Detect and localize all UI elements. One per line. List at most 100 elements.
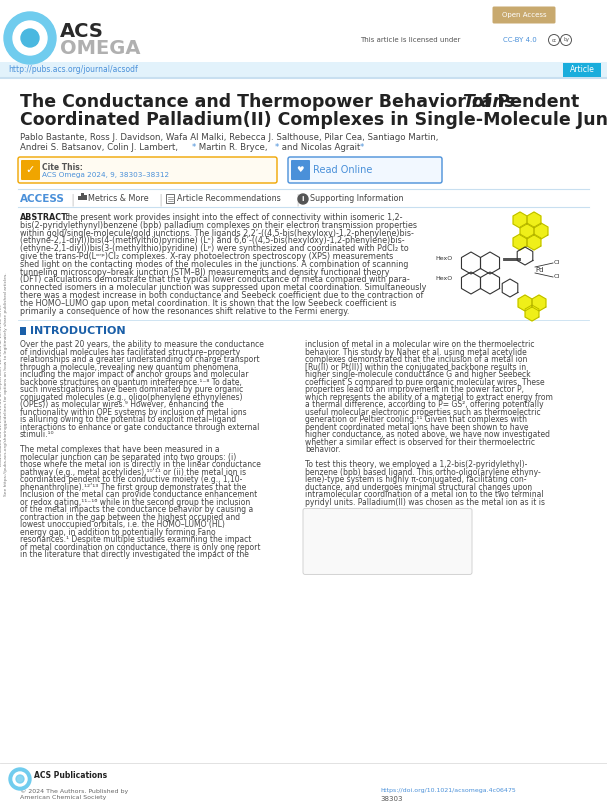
Text: Published:: Published:: [313, 557, 359, 566]
Text: OMEGA: OMEGA: [60, 39, 140, 58]
Text: primarily a consequence of how the resonances shift relative to the Fermi energy: primarily a consequence of how the reson…: [20, 307, 350, 316]
Text: August 8, 2024: August 8, 2024: [357, 531, 415, 541]
Text: useful molecular electronic properties such as thermoelectric: useful molecular electronic properties s…: [305, 408, 541, 417]
FancyBboxPatch shape: [0, 0, 607, 78]
Text: molecular junction can be separated into two groups: (i): molecular junction can be separated into…: [20, 453, 236, 462]
Text: pyridyl units. Palladium(II) was chosen as the metal ion as it is: pyridyl units. Palladium(II) was chosen …: [305, 498, 545, 507]
Text: in the literature that directly investigated the impact of the: in the literature that directly investig…: [20, 550, 249, 559]
FancyBboxPatch shape: [563, 63, 601, 77]
Text: 38303: 38303: [380, 796, 402, 801]
Text: Read Online: Read Online: [313, 165, 372, 175]
Text: intramolecular coordination of a metal ion to the two terminal: intramolecular coordination of a metal i…: [305, 490, 544, 499]
Text: August 21, 2024: August 21, 2024: [357, 545, 420, 553]
Text: bis(2-pyridylethynyl)benzene (bpb) palladium complexes on their electron transmi: bis(2-pyridylethynyl)benzene (bpb) palla…: [20, 221, 417, 230]
Text: (ethyne-2,1-diyl))bis(3-(methylthio)pyridine) (Lᵖ) were synthesized and coordina: (ethyne-2,1-diyl))bis(3-(methylthio)pyri…: [20, 244, 409, 253]
Text: Metrics & More: Metrics & More: [88, 194, 149, 203]
Text: which represents the ability of a material to extract energy from: which represents the ability of a materi…: [305, 393, 553, 402]
FancyBboxPatch shape: [492, 6, 555, 23]
Text: Downloaded via 81.154.213.46 on September 18, 2024 at 13:51:24 (UTC).
See https:: Downloaded via 81.154.213.46 on Septembe…: [0, 272, 8, 497]
Text: of the metal impacts the conductance behavior by causing a: of the metal impacts the conductance beh…: [20, 505, 253, 514]
Polygon shape: [527, 234, 541, 250]
Text: contraction in the gap between the highest occupied and: contraction in the gap between the highe…: [20, 513, 240, 522]
Text: lene)-type system is highly π-conjugated, facilitating con-: lene)-type system is highly π-conjugated…: [305, 476, 526, 485]
Text: Andrei S. Batsanov, Colin J. Lambert,: Andrei S. Batsanov, Colin J. Lambert,: [20, 143, 178, 152]
Text: complexes demonstrated that the inclusion of a metal ion: complexes demonstrated that the inclusio…: [305, 356, 527, 364]
Text: ♥: ♥: [296, 166, 304, 175]
Text: shed light on the contacting modes of the molecules in the junctions. A combinat: shed light on the contacting modes of th…: [20, 260, 409, 269]
Text: ABSTRACT:: ABSTRACT:: [20, 213, 70, 222]
Text: *: *: [275, 143, 279, 152]
Text: To test this theory, we employed a 1,2-bis(2-pyridylethyl)-: To test this theory, we employed a 1,2-b…: [305, 461, 527, 469]
Text: whether a similar effect is observed for their thermoelectric: whether a similar effect is observed for…: [305, 438, 535, 447]
Text: cc: cc: [551, 38, 557, 42]
Text: higher single-molecule conductance G and higher Seebeck: higher single-molecule conductance G and…: [305, 370, 531, 380]
Text: coefficient S compared to pure organic molecular wires. These: coefficient S compared to pure organic m…: [305, 378, 544, 387]
Text: The Conductance and Thermopower Behavior of Pendent: The Conductance and Thermopower Behavior…: [20, 93, 585, 111]
Text: the HOMO–LUMO gap upon metal coordination. It is shown that the low Seebeck coef: the HOMO–LUMO gap upon metal coordinatio…: [20, 299, 396, 308]
Bar: [20, 328, 26, 336]
FancyBboxPatch shape: [291, 160, 310, 180]
Circle shape: [298, 194, 308, 204]
Text: ✓: ✓: [25, 165, 35, 175]
Text: inclusion of metal in a molecular wire on the thermoelectric: inclusion of metal in a molecular wire o…: [305, 340, 535, 349]
Text: ACS Publications: ACS Publications: [34, 771, 107, 780]
Text: by: by: [563, 38, 569, 42]
Text: inclusion of the metal can provide conductance enhancement: inclusion of the metal can provide condu…: [20, 490, 257, 499]
Text: (OPEs)) as molecular wires.⁹ However, enhancing the: (OPEs)) as molecular wires.⁹ However, en…: [20, 400, 224, 409]
Text: lowest unoccupied orbitals, i.e. the HOMO–LUMO (HL): lowest unoccupied orbitals, i.e. the HOM…: [20, 521, 225, 529]
Polygon shape: [525, 305, 539, 321]
Polygon shape: [518, 295, 532, 311]
Text: Article Recommendations: Article Recommendations: [177, 194, 281, 203]
Text: higher conductance, as noted above, we have now investigated: higher conductance, as noted above, we h…: [305, 430, 550, 440]
Text: Open Access: Open Access: [502, 12, 546, 18]
Text: interactions to enhance or gate conductance through external: interactions to enhance or gate conducta…: [20, 423, 259, 432]
Text: there was a modest increase in both conductance and Seebeck coefficient due to t: there was a modest increase in both cond…: [20, 291, 423, 300]
Text: functionality within OPE systems by inclusion of metal ions: functionality within OPE systems by incl…: [20, 408, 246, 417]
Text: Cite This:: Cite This:: [42, 163, 83, 172]
Circle shape: [13, 21, 47, 55]
Text: properties lead to an improvement in the power factor P,: properties lead to an improvement in the…: [305, 385, 524, 394]
Text: ductance, and undergoes minimal structural changes upon: ductance, and undergoes minimal structur…: [305, 483, 532, 492]
Text: The present work provides insight into the effect of connectivity within isomeri: The present work provides insight into t…: [63, 213, 402, 222]
Text: Pablo Bastante, Ross J. Davidson, Wafa Al Malki, Rebecca J. Salthouse, Pilar Cea: Pablo Bastante, Ross J. Davidson, Wafa A…: [20, 133, 438, 142]
Bar: [78, 196, 81, 200]
Text: Coordinated Palladium(II) Complexes in Single-Molecule Junctions: Coordinated Palladium(II) Complexes in S…: [20, 111, 607, 129]
Polygon shape: [520, 223, 534, 239]
Text: American Chemical Society: American Chemical Society: [20, 795, 106, 800]
Text: pendent coordinated metal ions have been shown to have: pendent coordinated metal ions have been…: [305, 423, 529, 432]
Polygon shape: [513, 234, 527, 250]
Circle shape: [16, 775, 24, 783]
Text: Cl: Cl: [554, 260, 560, 265]
Text: August 28, 2024: August 28, 2024: [357, 557, 420, 566]
Text: This article is licensed under: This article is licensed under: [360, 37, 463, 43]
Text: give the trans-Pd(Lᵒʳᵖ)Cl₂ complexes. X-ray photoelectron spectroscopy (XPS) mea: give the trans-Pd(Lᵒʳᵖ)Cl₂ complexes. X-…: [20, 252, 393, 261]
Text: *: *: [192, 143, 196, 152]
Text: stimuli.¹⁰: stimuli.¹⁰: [20, 430, 55, 440]
Text: (DFT) calculations demonstrate that the typical lower conductance of meta compar: (DFT) calculations demonstrate that the …: [20, 276, 410, 284]
Text: backbone structures on quantum interference.¹⁻⁸ To date,: backbone structures on quantum interfere…: [20, 378, 242, 387]
Text: HexO: HexO: [435, 276, 452, 280]
Text: such investigations have been dominated by pure organic: such investigations have been dominated …: [20, 385, 243, 394]
Text: benzene (bpb) based ligand. This ortho-oligo(arylene ethyny-: benzene (bpb) based ligand. This ortho-o…: [305, 468, 541, 477]
Text: connected isomers in a molecular junction was suppressed upon metal coordination: connected isomers in a molecular junctio…: [20, 284, 426, 292]
Text: Cl: Cl: [554, 273, 560, 279]
Text: |: |: [295, 194, 299, 207]
Text: behavior. This study by Naher et al. using metal acetylide: behavior. This study by Naher et al. usi…: [305, 348, 527, 357]
Text: [Ru(II) or Pt(II)] within the conjugated backbone results in: [Ru(II) or Pt(II)] within the conjugated…: [305, 363, 526, 372]
Text: behavior.: behavior.: [305, 445, 341, 454]
Circle shape: [4, 12, 56, 64]
Circle shape: [21, 29, 39, 47]
Circle shape: [13, 772, 27, 786]
Text: INTRODUCTION: INTRODUCTION: [30, 326, 126, 336]
Polygon shape: [532, 295, 546, 311]
FancyBboxPatch shape: [0, 62, 607, 78]
Text: HexO: HexO: [435, 256, 452, 260]
Text: those where the metal ion is directly in the linear conductance: those where the metal ion is directly in…: [20, 461, 261, 469]
Text: ACCESS: ACCESS: [20, 194, 65, 204]
Polygon shape: [527, 212, 541, 228]
Text: ACS: ACS: [60, 22, 104, 41]
Text: Received:: Received:: [313, 518, 356, 527]
Text: through a molecule, revealing new quantum phenomena: through a molecule, revealing new quantu…: [20, 363, 239, 372]
Text: Accepted:: Accepted:: [313, 545, 356, 553]
Text: phenanthroline).¹²ʹ¹³ The first group demonstrates that the: phenanthroline).¹²ʹ¹³ The first group de…: [20, 483, 246, 492]
